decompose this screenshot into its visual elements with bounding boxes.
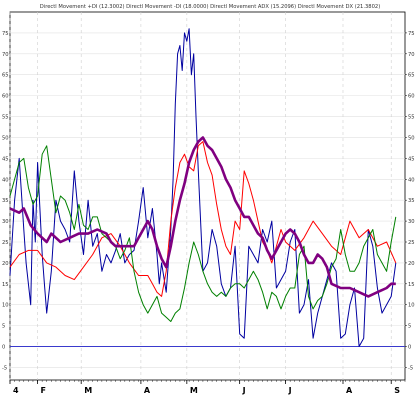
y-tick-label-left: 55 [2, 115, 9, 121]
x-tick-label: A [346, 386, 353, 395]
y-tick-label-right: -5 [408, 365, 413, 371]
x-tick-label: S [394, 386, 400, 395]
series-line-1 [9, 141, 397, 297]
y-tick-label-right: 75 [408, 31, 415, 37]
x-tick-label: A [144, 386, 151, 395]
y-tick-label-right: 5 [408, 324, 411, 330]
y-tick-label-right: 40 [408, 177, 415, 183]
y-tick-label-right: 30 [408, 219, 415, 225]
x-tick-label: J [242, 386, 246, 395]
y-tick-label-right: 55 [408, 115, 415, 121]
y-tick-label-left: 50 [2, 135, 9, 141]
y-tick-label-left: 45 [2, 156, 9, 162]
y-tick-label-left: 60 [2, 94, 9, 100]
y-tick-label-right: 65 [408, 73, 415, 79]
y-tick-label-left: 10 [2, 303, 9, 309]
y-tick-label-right: 45 [408, 156, 415, 162]
y-tick-label-left: 35 [2, 198, 9, 204]
y-tick-label-right: 20 [408, 261, 415, 267]
plot-frame [9, 11, 406, 381]
y-tick-label-right: 60 [408, 94, 415, 100]
y-tick-label-left: 65 [2, 73, 9, 79]
x-tick-label: 4 [13, 386, 19, 395]
y-tick-label-right: 25 [408, 240, 415, 246]
y-tick-label-right: 0 [408, 345, 411, 351]
y-tick-label-left: 15 [2, 282, 9, 288]
y-tick-label-left: 75 [2, 31, 9, 37]
x-tick-label: F [41, 386, 46, 395]
y-tick-label-left: 25 [2, 240, 9, 246]
y-tick-label-right: 15 [408, 282, 415, 288]
y-tick-label-left: 40 [2, 177, 9, 183]
y-tick-label-left: 0 [2, 345, 5, 351]
y-tick-label-left: 20 [2, 261, 9, 267]
y-tick-label-right: 50 [408, 135, 415, 141]
series-line-2 [9, 145, 397, 322]
y-tick-label-left: 70 [2, 52, 9, 58]
y-tick-label-right: 35 [408, 198, 415, 204]
y-tick-label-left: 5 [2, 324, 5, 330]
y-tick-label-left: -5 [2, 365, 7, 371]
y-tick-label-right: 70 [408, 52, 415, 58]
x-tick-label: M [190, 386, 198, 395]
y-tick-label-left: 30 [2, 219, 9, 225]
x-tick-label: M [84, 386, 92, 395]
chart-title: Directl Movement +DI (12.3002) Directl M… [40, 4, 380, 10]
y-tick-label-right: 10 [408, 303, 415, 309]
series-line-3 [9, 136, 396, 298]
x-tick-label: J [288, 386, 292, 395]
